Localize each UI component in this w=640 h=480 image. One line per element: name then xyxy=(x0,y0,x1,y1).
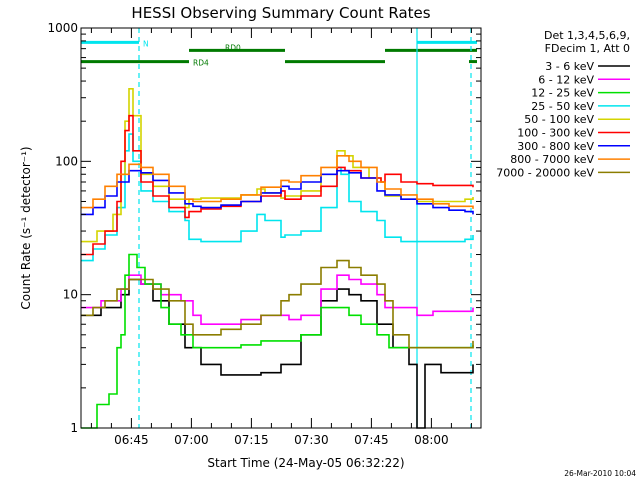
x-tick-label: 07:00 xyxy=(174,433,209,447)
flag-rd4-label: RD4 xyxy=(193,59,209,68)
flag-rd0-label: RD0 xyxy=(225,43,241,52)
marker-lines xyxy=(138,28,472,428)
x-tick-label: 06:45 xyxy=(114,433,149,447)
legend-header-decimation: FDecim 1, Att 0 xyxy=(545,42,630,55)
series-line-7 xyxy=(81,155,474,209)
instrument-flags: N RD0 RD4 xyxy=(81,39,477,68)
chart-title: HESSI Observing Summary Count Rates xyxy=(131,4,430,22)
legend-label: 6 - 12 keV xyxy=(538,73,594,86)
series-line-5 xyxy=(81,114,474,256)
x-tick-label: 08:00 xyxy=(414,433,449,447)
legend-label: 50 - 100 keV xyxy=(524,113,594,126)
series-line-4 xyxy=(81,88,474,243)
plot-frame xyxy=(80,27,482,429)
y-tick-label: 1000 xyxy=(47,21,78,35)
legend-label: 3 - 6 keV xyxy=(545,60,594,73)
series-line-8 xyxy=(81,259,474,349)
y-tick-label: 10 xyxy=(63,288,78,302)
x-tick-label: 07:15 xyxy=(234,433,269,447)
legend-label: 12 - 25 keV xyxy=(531,87,594,100)
y-tick-label: 1 xyxy=(70,421,78,435)
y-tick-label: 100 xyxy=(55,154,78,168)
legend-label: 300 - 800 keV xyxy=(517,140,594,153)
series-line-1 xyxy=(81,274,474,325)
x-tick-label: 07:30 xyxy=(294,433,329,447)
series-lines xyxy=(81,88,474,429)
legend-label: 25 - 50 keV xyxy=(531,100,594,113)
footer-timestamp: 26-Mar-2010 10:04 xyxy=(564,469,636,478)
y-axis: 1 10 100 1000 xyxy=(47,21,481,435)
legend-label: 800 - 7000 keV xyxy=(510,153,594,166)
series-line-0 xyxy=(81,278,474,429)
series-line-3 xyxy=(81,133,474,262)
x-tick-label: 07:45 xyxy=(354,433,389,447)
legend-label: 7000 - 20000 keV xyxy=(496,166,594,179)
y-axis-label: Count Rate (s⁻¹ detector⁻¹) xyxy=(19,146,33,309)
series-line-6 xyxy=(81,169,474,216)
x-axis-label: Start Time (24-May-05 06:32:22) xyxy=(207,456,404,470)
legend-header-detectors: Det 1,3,4,5,6,9, xyxy=(544,29,630,42)
legend-label: 100 - 300 keV xyxy=(517,127,594,140)
series-line-2 xyxy=(81,253,474,429)
flag-n-label: N xyxy=(143,39,149,48)
x-axis: 06:45 07:00 07:15 07:30 07:45 08:00 xyxy=(90,28,472,447)
